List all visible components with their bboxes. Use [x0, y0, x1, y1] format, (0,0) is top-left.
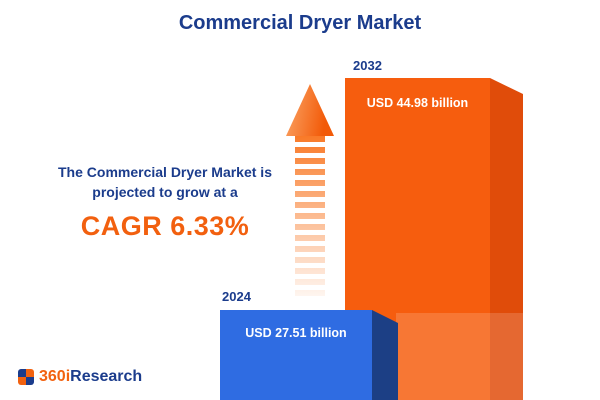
growth-arrow-shaft [295, 136, 325, 300]
value-label-2032: USD 44.98 billion [366, 96, 469, 110]
logo-text-360i: 360i [39, 368, 71, 385]
bar-2032-side-face [490, 78, 523, 400]
description-text: The Commercial Dryer Market is projected… [25, 162, 305, 202]
description-line2: projected to grow at a [92, 184, 238, 200]
bar-2024 [220, 310, 372, 400]
logo: 360iResearch [18, 369, 142, 385]
logo-text-research: Research [70, 368, 143, 385]
description-line1: The Commercial Dryer Market is [58, 164, 272, 180]
bar-2024-side-face [372, 310, 398, 400]
logo-icon [18, 369, 34, 385]
growth-arrow-icon [286, 84, 334, 136]
logo-text: 360iResearch [39, 369, 142, 385]
year-label-2032: 2032 [353, 58, 382, 73]
description-block: The Commercial Dryer Market is projected… [25, 162, 305, 242]
page-title: Commercial Dryer Market [178, 12, 422, 34]
cagr-text: CAGR 6.33% [80, 211, 250, 241]
value-label-2024: USD 27.51 billion [245, 326, 347, 340]
bar-2032-sheen [396, 313, 523, 400]
year-label-2024: 2024 [222, 289, 251, 304]
